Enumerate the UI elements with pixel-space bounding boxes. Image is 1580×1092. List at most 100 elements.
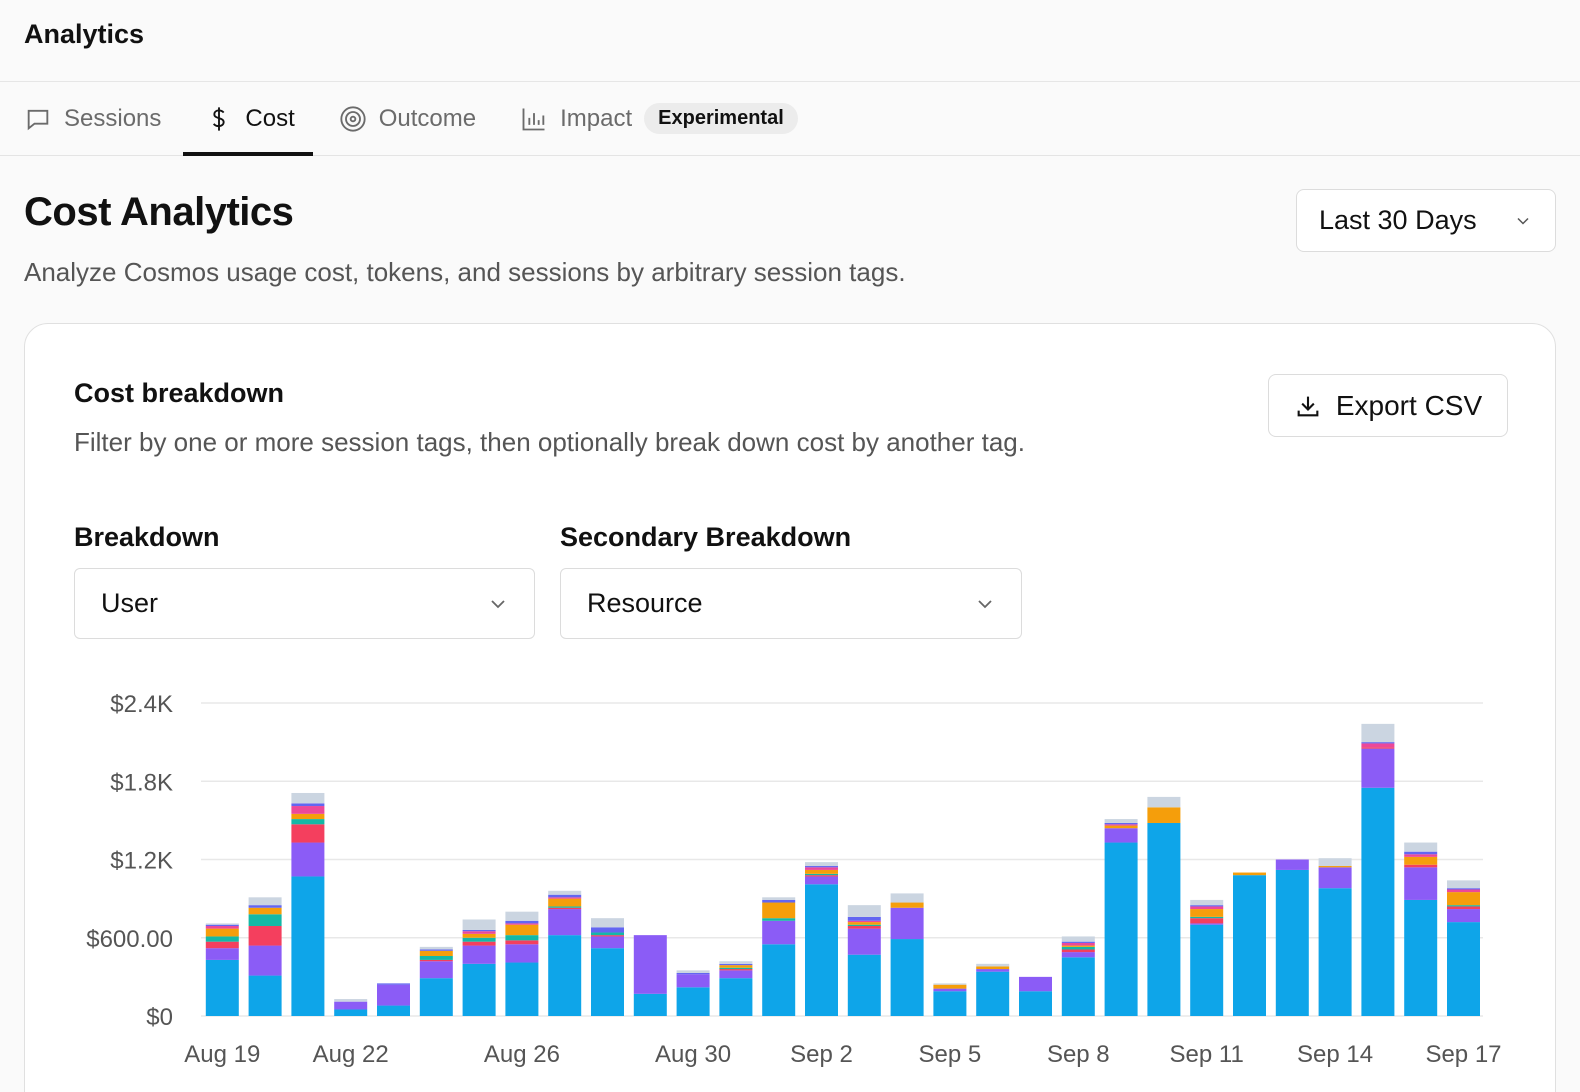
bar-segment — [462, 941, 496, 946]
bar-segment — [548, 907, 582, 910]
x-tick-label: Aug 22 — [313, 1041, 389, 1068]
bar-segment — [205, 948, 239, 960]
bar-segment — [976, 971, 1010, 1016]
tab-label: Cost — [245, 104, 295, 132]
dollar-icon — [213, 106, 225, 131]
bar-segment — [1190, 899, 1224, 906]
secondary-breakdown-value: Resource — [587, 588, 703, 618]
breakdown-value: User — [101, 588, 159, 618]
bar-segment — [205, 936, 239, 942]
export-csv-button[interactable]: Export CSV — [1268, 374, 1508, 437]
page-title: Cost Analytics — [24, 190, 294, 234]
bar-segment — [719, 970, 753, 979]
x-tick-label: Sep 8 — [1047, 1041, 1110, 1068]
bar-segment — [1275, 859, 1309, 870]
bar-segment — [1061, 952, 1095, 958]
bar-segment — [548, 894, 582, 898]
x-tick-label: Sep 5 — [919, 1041, 982, 1068]
bar-segment — [205, 923, 239, 925]
bar-segment — [1104, 824, 1138, 826]
bar-segment — [1318, 888, 1352, 1016]
bar-segment — [676, 970, 710, 973]
bar-segment — [976, 963, 1010, 967]
bar-segment — [419, 950, 453, 957]
bar-segment — [1190, 924, 1224, 1016]
x-tick-label: Sep 2 — [790, 1041, 853, 1068]
bar-segment — [1104, 842, 1138, 1016]
top-bar: Analytics — [0, 0, 1580, 82]
tab-cost[interactable]: Cost — [183, 82, 314, 156]
bar-segment — [719, 965, 753, 968]
bar-segment — [1404, 899, 1438, 1016]
bar-segment — [548, 935, 582, 1016]
bar-segment — [462, 937, 496, 942]
bar-segment — [377, 1005, 410, 1016]
bar-segment — [762, 902, 796, 919]
bar-segment — [719, 969, 753, 971]
chevron-down-icon — [1517, 217, 1529, 225]
bar-segment — [505, 940, 539, 945]
bar-segment — [1447, 905, 1480, 907]
bar-segment — [291, 792, 325, 804]
bar-segment — [1447, 888, 1480, 890]
y-tick-label: $0 — [146, 1004, 173, 1031]
bar-segment — [1061, 942, 1095, 946]
bar-segment — [462, 931, 496, 934]
bar-segment — [1190, 916, 1224, 919]
tab-outcome[interactable]: Outcome — [339, 82, 476, 155]
tab-impact[interactable]: Impact Experimental — [520, 82, 798, 155]
bar-segment — [1190, 918, 1224, 924]
bar-segment — [1233, 875, 1266, 1016]
bar-segment — [1318, 867, 1352, 889]
x-tick-label: Aug 26 — [484, 1041, 560, 1068]
card-title: Cost breakdown — [74, 378, 285, 408]
bar-segment — [1104, 825, 1138, 829]
breakdown-select[interactable]: User — [74, 568, 535, 639]
bar-segment — [805, 884, 838, 1016]
page-subtitle: Analyze Cosmos usage cost, tokens, and s… — [24, 257, 906, 287]
bar-segment — [1190, 905, 1224, 907]
tab-bar: Sessions Cost Outcome Impact Experimenta… — [0, 82, 1580, 156]
bar-segment — [1104, 819, 1138, 823]
bar-segment — [505, 935, 539, 941]
bar-segment — [248, 905, 282, 908]
download-icon — [1297, 396, 1319, 416]
bar-segment — [719, 961, 753, 964]
bar-segment — [1361, 747, 1395, 749]
bar-segment — [1447, 906, 1480, 910]
bar-segment — [1361, 748, 1395, 788]
bar-segment — [291, 824, 325, 843]
bar-segment — [1447, 909, 1480, 923]
bar-segment — [419, 959, 453, 962]
bar-segment — [890, 902, 924, 908]
bar-segment — [334, 999, 368, 1002]
bar-segment — [1318, 858, 1352, 867]
bar-segment — [248, 897, 282, 906]
y-tick-label: $1.8K — [110, 769, 173, 796]
bar-segment — [890, 907, 924, 940]
bar-segment — [1404, 854, 1438, 857]
bar-segment — [334, 1001, 368, 1010]
bar-segment — [847, 924, 881, 927]
bar-segment — [462, 963, 496, 1016]
bar-segment — [1190, 909, 1224, 917]
secondary-breakdown-select[interactable]: Resource — [560, 568, 1022, 639]
y-tick-label: $600.00 — [86, 926, 173, 953]
y-tick-label: $2.4K — [110, 691, 173, 718]
bar-segment — [248, 914, 282, 927]
bar-segment — [248, 926, 282, 946]
date-range-select[interactable]: Last 30 Days — [1296, 189, 1556, 252]
bar-segment — [1361, 742, 1395, 744]
date-range-value: Last 30 Days — [1319, 205, 1477, 235]
bar-segment — [1361, 787, 1395, 1016]
tab-sessions[interactable]: Sessions — [24, 82, 161, 155]
bar-segment — [633, 935, 667, 994]
bar-segment — [205, 959, 239, 1016]
bar-segment — [847, 916, 881, 921]
x-tick-label: Sep 14 — [1297, 1041, 1373, 1068]
bar-segment — [805, 862, 838, 867]
bar-segment — [505, 911, 539, 921]
bar-segment — [1061, 936, 1095, 942]
bar-segment — [377, 984, 410, 1006]
bar-segment — [933, 983, 967, 985]
